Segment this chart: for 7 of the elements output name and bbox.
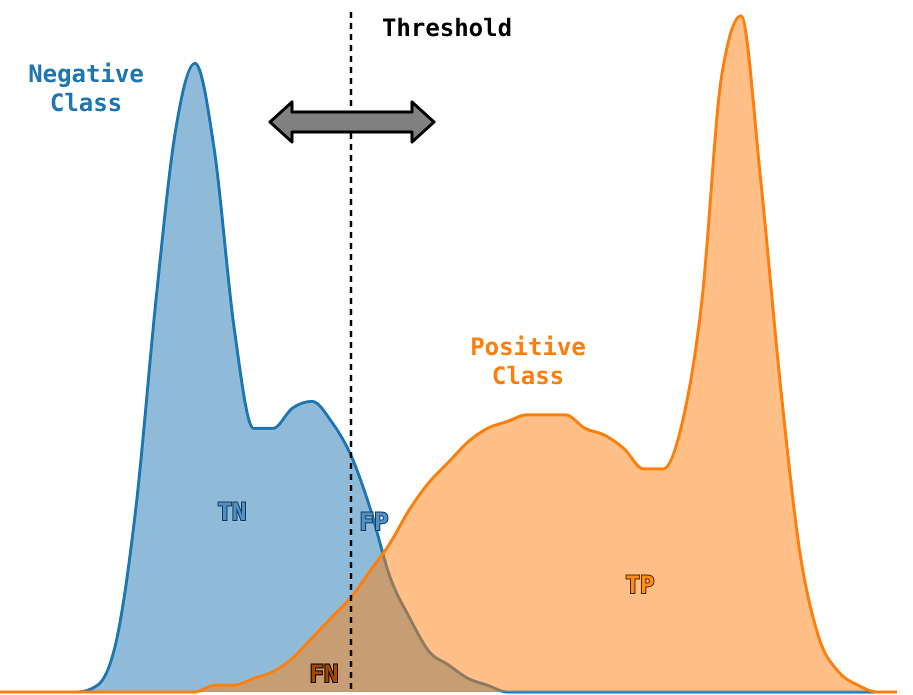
annotation: TP: [626, 571, 654, 599]
annotation: Negative Class: [28, 60, 144, 117]
annotation: TN: [218, 498, 246, 526]
annotation: FN: [310, 660, 338, 688]
annotation: Positive Class: [470, 333, 586, 390]
annotation: FP: [360, 508, 388, 536]
annotation: Threshold: [382, 14, 512, 42]
